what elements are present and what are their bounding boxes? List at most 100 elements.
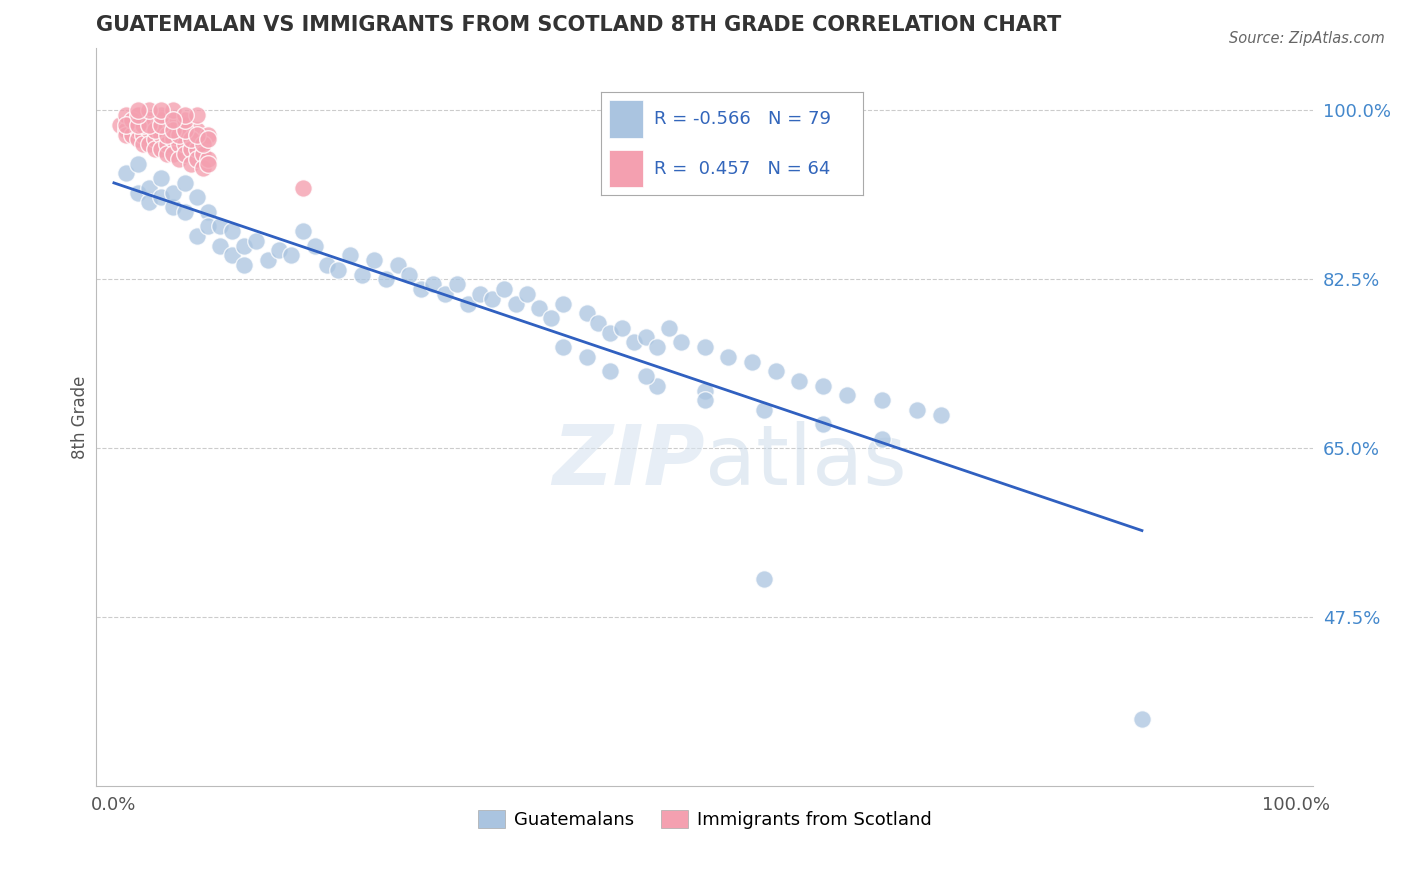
Point bbox=[167, 152, 190, 166]
Legend: Guatemalans, Immigrants from Scotland: Guatemalans, Immigrants from Scotland bbox=[471, 803, 939, 837]
Text: ZIP: ZIP bbox=[553, 421, 704, 502]
Point bbox=[138, 137, 160, 152]
Point bbox=[669, 335, 692, 350]
Point bbox=[150, 113, 173, 128]
Point bbox=[269, 244, 291, 258]
Point bbox=[150, 142, 173, 156]
Point bbox=[186, 122, 208, 136]
Point bbox=[197, 128, 219, 142]
Point bbox=[232, 258, 254, 272]
Point bbox=[221, 248, 243, 262]
Point bbox=[127, 122, 149, 136]
Point bbox=[339, 248, 361, 262]
Text: atlas: atlas bbox=[704, 421, 907, 502]
Point bbox=[647, 378, 669, 392]
Point bbox=[150, 118, 173, 132]
Point bbox=[132, 137, 155, 152]
Point bbox=[186, 128, 208, 142]
Point bbox=[143, 132, 166, 146]
Point bbox=[446, 277, 468, 292]
Point bbox=[422, 277, 444, 292]
Point bbox=[197, 219, 219, 234]
Point bbox=[693, 384, 716, 398]
Point bbox=[634, 330, 657, 344]
Point bbox=[173, 204, 195, 219]
Point bbox=[929, 408, 952, 422]
Point bbox=[411, 282, 433, 296]
Point bbox=[328, 262, 350, 277]
Point bbox=[186, 142, 208, 156]
Point bbox=[291, 224, 314, 238]
Point bbox=[197, 132, 219, 146]
Point bbox=[143, 122, 166, 136]
Point bbox=[150, 171, 173, 186]
Point bbox=[114, 128, 136, 142]
Point bbox=[173, 176, 195, 190]
Point bbox=[162, 113, 184, 128]
Point bbox=[127, 186, 149, 200]
Point bbox=[127, 156, 149, 170]
Point bbox=[291, 180, 314, 194]
Point bbox=[634, 369, 657, 384]
Point bbox=[693, 340, 716, 354]
Point bbox=[143, 142, 166, 156]
Point bbox=[599, 326, 621, 340]
Point bbox=[186, 108, 208, 122]
Point bbox=[599, 364, 621, 378]
Point bbox=[551, 296, 574, 310]
Point bbox=[505, 296, 527, 310]
Point bbox=[870, 432, 893, 446]
Point bbox=[516, 287, 538, 301]
Point bbox=[1130, 712, 1153, 726]
Text: Source: ZipAtlas.com: Source: ZipAtlas.com bbox=[1229, 31, 1385, 46]
Point bbox=[173, 118, 195, 132]
Point bbox=[180, 156, 202, 170]
Point bbox=[138, 180, 160, 194]
Point bbox=[387, 258, 409, 272]
Point bbox=[138, 122, 160, 136]
Y-axis label: 8th Grade: 8th Grade bbox=[72, 376, 89, 458]
Point bbox=[717, 350, 740, 364]
Point bbox=[127, 108, 149, 122]
Point bbox=[180, 142, 202, 156]
Point bbox=[162, 103, 184, 118]
Point bbox=[162, 118, 184, 132]
Point bbox=[245, 234, 267, 248]
Point bbox=[907, 402, 929, 417]
Point bbox=[173, 122, 195, 136]
Point bbox=[162, 200, 184, 214]
Point bbox=[304, 238, 326, 252]
Point bbox=[173, 108, 195, 122]
Point bbox=[693, 393, 716, 408]
Point bbox=[127, 108, 149, 122]
Point bbox=[121, 128, 143, 142]
Point bbox=[398, 268, 420, 282]
Point bbox=[197, 152, 219, 166]
Text: GUATEMALAN VS IMMIGRANTS FROM SCOTLAND 8TH GRADE CORRELATION CHART: GUATEMALAN VS IMMIGRANTS FROM SCOTLAND 8… bbox=[96, 15, 1062, 35]
Point bbox=[114, 118, 136, 132]
Point bbox=[529, 301, 551, 316]
Point bbox=[811, 378, 834, 392]
Point bbox=[457, 296, 479, 310]
Point bbox=[811, 417, 834, 432]
Point bbox=[132, 118, 155, 132]
Point bbox=[180, 132, 202, 146]
Point bbox=[167, 128, 190, 142]
Point bbox=[186, 152, 208, 166]
Point bbox=[209, 219, 232, 234]
Point bbox=[741, 354, 763, 368]
Point bbox=[191, 161, 214, 176]
Point bbox=[433, 287, 456, 301]
Point bbox=[191, 147, 214, 161]
Point bbox=[127, 118, 149, 132]
Point bbox=[647, 340, 669, 354]
Point bbox=[156, 128, 179, 142]
Point bbox=[197, 204, 219, 219]
Point bbox=[588, 316, 610, 330]
Point bbox=[623, 335, 645, 350]
Point bbox=[492, 282, 515, 296]
Point bbox=[191, 137, 214, 152]
Point bbox=[186, 190, 208, 204]
Point bbox=[167, 137, 190, 152]
Point bbox=[138, 113, 160, 128]
